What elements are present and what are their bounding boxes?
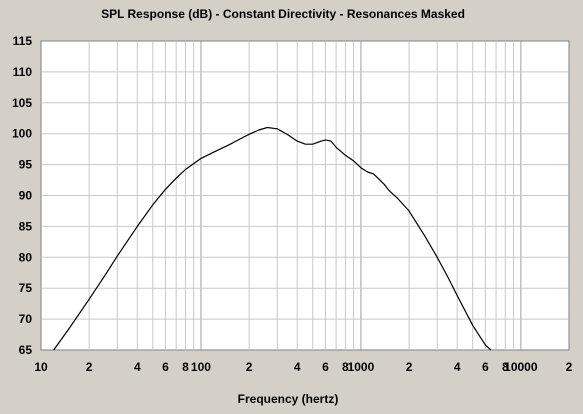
- x-tick-label: 4: [134, 360, 141, 374]
- x-tick-label: 10000: [504, 360, 538, 374]
- x-tick-label: 8: [502, 360, 509, 374]
- y-tick-label: 100: [12, 127, 32, 141]
- x-tick-label: 6: [162, 360, 169, 374]
- x-tick-label: 4: [454, 360, 461, 374]
- x-tick-label: 6: [482, 360, 489, 374]
- y-tick-label: 105: [12, 96, 32, 110]
- x-tick-label: 8: [342, 360, 349, 374]
- y-tick-label: 80: [19, 250, 33, 264]
- y-tick-label: 95: [19, 158, 33, 172]
- x-tick-label: 1000: [348, 360, 375, 374]
- series-line: [53, 126, 492, 351]
- y-tick-label: 65: [19, 343, 33, 357]
- chart-title: SPL Response (dB) - Constant Directivity…: [101, 7, 465, 21]
- x-tick-label: 10: [34, 360, 48, 374]
- x-tick-label: 2: [566, 360, 573, 374]
- x-tick-label: 100: [191, 360, 211, 374]
- y-tick-label: 90: [19, 189, 33, 203]
- y-tick-label: 75: [19, 281, 33, 295]
- y-tick-label: 115: [13, 34, 33, 48]
- y-tick-label: 70: [19, 312, 33, 326]
- y-tick-label: 85: [19, 219, 33, 233]
- x-tick-label: 2: [406, 360, 413, 374]
- x-axis-label: Frequency (hertz): [238, 392, 339, 406]
- y-tick-label: 110: [13, 65, 33, 79]
- x-tick-label: 8: [182, 360, 189, 374]
- series-layer: [53, 126, 492, 351]
- x-tick-label: 6: [322, 360, 329, 374]
- x-tick-label: 2: [246, 360, 253, 374]
- x-tick-label: 4: [294, 360, 301, 374]
- y-tick-labels: 65 70 75 80 85 90 95 100 105 110 115: [12, 34, 32, 357]
- x-tick-label: 2: [86, 360, 93, 374]
